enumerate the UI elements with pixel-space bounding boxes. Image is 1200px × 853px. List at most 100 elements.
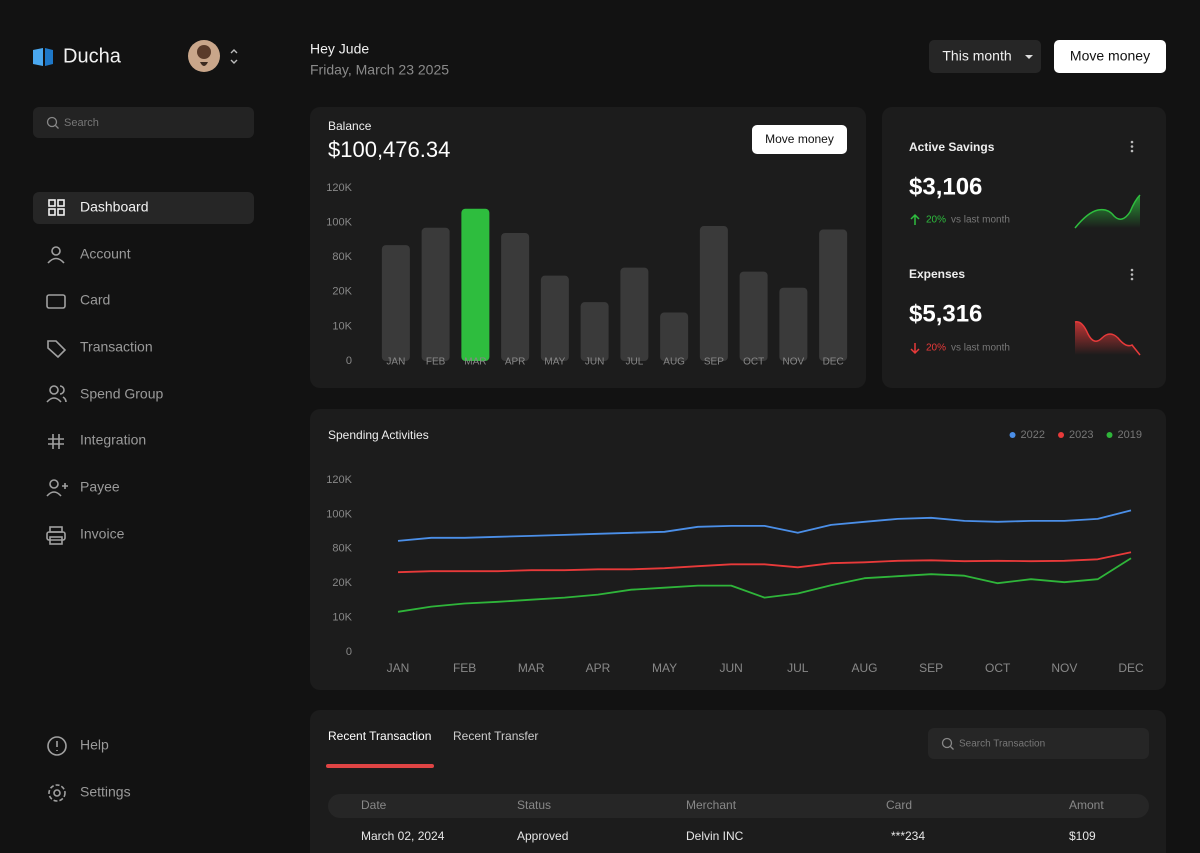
footer-nav-item[interactable]: Settings	[80, 784, 131, 800]
tab[interactable]: Recent Transfer	[453, 729, 538, 743]
x-tick-label: JAN	[387, 661, 410, 675]
balance-move-money-label: Move money	[765, 132, 834, 146]
bar	[620, 267, 649, 361]
y-tick-label: 20K	[332, 577, 352, 589]
search-icon	[46, 116, 58, 128]
nav-item[interactable]: Transaction	[80, 339, 153, 355]
nav-item[interactable]: Invoice	[80, 526, 125, 542]
x-tick-label: JUL	[625, 357, 643, 368]
period-select[interactable]	[929, 40, 1041, 73]
footer-nav-item[interactable]: Help	[80, 737, 109, 753]
y-tick-label: 120K	[326, 182, 352, 194]
line-series	[397, 509, 1132, 542]
x-tick-label: FEB	[453, 661, 476, 675]
savings-amount: $3,106	[909, 173, 982, 200]
line-series	[397, 557, 1132, 613]
savings-sparkline	[1074, 194, 1141, 229]
y-tick-label: 100K	[326, 508, 352, 520]
y-tick-label: 100K	[326, 217, 352, 229]
nav-item[interactable]: Card	[80, 292, 110, 308]
search-icon	[941, 737, 953, 749]
y-tick-label: 20K	[332, 286, 352, 298]
icon-integration	[48, 434, 64, 449]
spending-card	[310, 409, 1166, 690]
date: Friday, March 23 2025	[310, 62, 449, 78]
y-tick-label: 120K	[326, 474, 352, 486]
legend-swatch	[1058, 432, 1065, 438]
line-series	[397, 551, 1132, 574]
logo[interactable]	[33, 48, 53, 66]
expenses-sparkline-area	[1075, 321, 1140, 355]
x-tick-label: OCT	[743, 357, 764, 368]
balance-amount: $100,476.34	[328, 137, 450, 162]
nav-item[interactable]: Spend Group	[80, 386, 163, 402]
savings-comparison: vs last month	[951, 215, 1010, 226]
spending-title: Spending Activities	[328, 428, 429, 442]
table-cell: March 02, 2024	[361, 829, 445, 843]
bar	[699, 226, 728, 361]
spending-chart: 0 10K 20K 80K 100K 120K JAN FEB MAR APR MAY JUN JUL A…	[326, 429, 1144, 675]
bar	[779, 287, 808, 361]
nav-item[interactable]: Payee	[80, 479, 120, 495]
x-tick-label: SEP	[919, 661, 943, 675]
bar	[819, 229, 848, 361]
bar	[421, 227, 450, 361]
table-cell: $109	[1069, 829, 1096, 843]
icon-payee	[46, 479, 68, 497]
tab-active[interactable]: Recent Transaction	[328, 729, 431, 743]
expenses-menu[interactable]	[1130, 268, 1134, 281]
savings-menu[interactable]	[1130, 140, 1134, 153]
icon-dashboard	[48, 199, 65, 216]
nav-item[interactable]: Account	[80, 246, 131, 262]
nav-item[interactable]: Integration	[80, 432, 146, 448]
table-cell: Approved	[517, 829, 568, 843]
active-nav-bg	[33, 192, 254, 224]
x-tick-label: FEB	[426, 357, 446, 368]
expenses-sparkline	[1074, 321, 1141, 356]
sidebar-search[interactable]	[33, 107, 254, 138]
period-label: This month	[942, 48, 1011, 64]
savings-title: Active Savings	[909, 140, 995, 154]
table-cell: Delvin INC	[686, 829, 744, 843]
avatar-beard	[200, 62, 208, 66]
transaction-search[interactable]	[928, 728, 1149, 759]
column-header: Amont	[1069, 798, 1104, 812]
expenses-amount: $5,316	[909, 300, 982, 327]
tab-underline	[326, 764, 434, 768]
transaction-search-placeholder: Search Transaction	[959, 739, 1045, 750]
column-header: Date	[361, 798, 387, 812]
nav-item[interactable]: Dashboard	[80, 199, 149, 215]
account-switch[interactable]	[230, 49, 238, 64]
legend-label: 2022	[1021, 429, 1045, 441]
x-tick-label: AUG	[663, 357, 685, 368]
table-header-bg	[328, 794, 1149, 818]
balance-move-money[interactable]	[752, 125, 847, 154]
column-header: Card	[886, 798, 912, 812]
bar	[461, 208, 490, 361]
search-icon-handle	[55, 125, 59, 129]
move-money-label: Move money	[1070, 48, 1150, 64]
logo-left	[33, 48, 43, 66]
column-header: Merchant	[686, 798, 737, 812]
period-caret	[1025, 55, 1033, 59]
legend-swatch	[1106, 432, 1113, 438]
y-tick-label: 10K	[332, 320, 352, 332]
bar	[660, 312, 689, 361]
x-tick-label: JUN	[720, 661, 743, 675]
nav: Dashboard Account Card Transaction Spend Gro…	[80, 199, 163, 800]
x-tick-label: OCT	[985, 661, 1011, 675]
legend-swatch	[1009, 432, 1016, 438]
legend-label: 2023	[1069, 429, 1093, 441]
bar	[501, 232, 530, 361]
icon-settings	[48, 784, 66, 802]
x-tick-label: DEC	[1118, 661, 1144, 675]
move-money-button[interactable]	[1054, 40, 1166, 73]
bar	[580, 302, 609, 361]
icon-help	[47, 736, 67, 756]
x-tick-label: JUL	[787, 661, 809, 675]
x-tick-label: DEC	[823, 357, 844, 368]
legend-label: 2019	[1118, 429, 1142, 441]
x-tick-label: SEP	[704, 357, 724, 368]
